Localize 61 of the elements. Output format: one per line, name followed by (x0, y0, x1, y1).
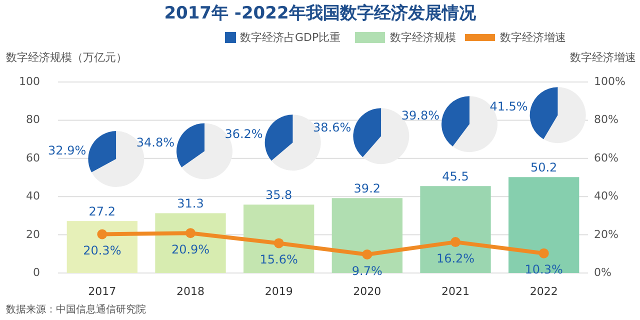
data-label: 10.3% (524, 262, 563, 277)
y-tick-label: 0 (33, 266, 40, 280)
y2-tick-label: 0% (594, 266, 612, 280)
pie-slice (88, 131, 116, 172)
x-tick-label: 2017 (88, 285, 116, 298)
data-label: 20.3% (83, 244, 122, 258)
x-tick-label: 2020 (353, 285, 382, 298)
y2-axis-title: 数字经济增速 (570, 51, 636, 64)
data-label: 16.2% (436, 251, 475, 266)
bar (508, 177, 580, 273)
y2-tick-label: 100% (594, 75, 626, 88)
pie-slice (176, 123, 204, 168)
point (274, 238, 284, 248)
data-label: 39.2 (354, 181, 381, 196)
y2-tick-label: 20% (594, 228, 618, 241)
data-label: 35.8 (265, 188, 292, 202)
y-tick-label: 80 (26, 113, 40, 126)
data-label: 31.3 (177, 196, 204, 210)
pie-slice (530, 87, 558, 140)
y-tick-label: 100 (19, 75, 40, 88)
data-label: 20.9% (171, 242, 210, 256)
chart-title: 2017年 -2022年我国数字经济发展情况 (164, 4, 477, 24)
legend-label: 数字经济占GDP比重 (240, 31, 341, 44)
data-label: 15.6% (260, 252, 298, 266)
data-label: 34.8% (136, 136, 174, 150)
y2-tick-label: 80% (594, 113, 618, 126)
point (186, 228, 196, 238)
data-label: 41.5% (490, 99, 528, 114)
point (362, 249, 372, 260)
point (97, 229, 108, 240)
x-tick-label: 2022 (530, 285, 558, 298)
pie-slice (442, 96, 470, 147)
x-tick-label: 2018 (176, 285, 204, 298)
data-label: 45.5 (442, 169, 469, 184)
data-label: 32.9% (48, 143, 86, 158)
bar (66, 221, 138, 273)
point (450, 237, 460, 248)
pie-slice (544, 87, 586, 144)
x-tick-label: 2021 (442, 285, 470, 298)
data-label: 39.8% (401, 108, 440, 122)
data-label: 27.2 (88, 204, 116, 218)
data-label: 36.2% (224, 126, 263, 141)
data-label: 38.6% (313, 120, 352, 134)
data-label: 50.2 (530, 160, 558, 174)
y-tick-label: 40 (26, 190, 40, 203)
y-axis-title: 数字经济规模（万亿元） (6, 51, 127, 64)
x-tick-label: 2019 (264, 285, 293, 298)
y2-tick-label: 60% (594, 151, 618, 164)
pie-slice (264, 114, 293, 161)
source-note: 数据来源：中国信息通信研究院 (6, 304, 146, 316)
legend-label: 数字经济增速 (500, 31, 566, 44)
y-tick-label: 20 (26, 228, 40, 241)
pie-slice (353, 108, 382, 158)
data-label: 9.7% (352, 264, 382, 278)
bar (420, 186, 491, 273)
y-tick-label: 60 (26, 151, 40, 164)
bar (244, 204, 314, 273)
bar (155, 213, 226, 273)
y2-tick-label: 40% (594, 190, 618, 203)
point (538, 248, 549, 258)
legend-label: 数字经济规模 (390, 31, 456, 44)
